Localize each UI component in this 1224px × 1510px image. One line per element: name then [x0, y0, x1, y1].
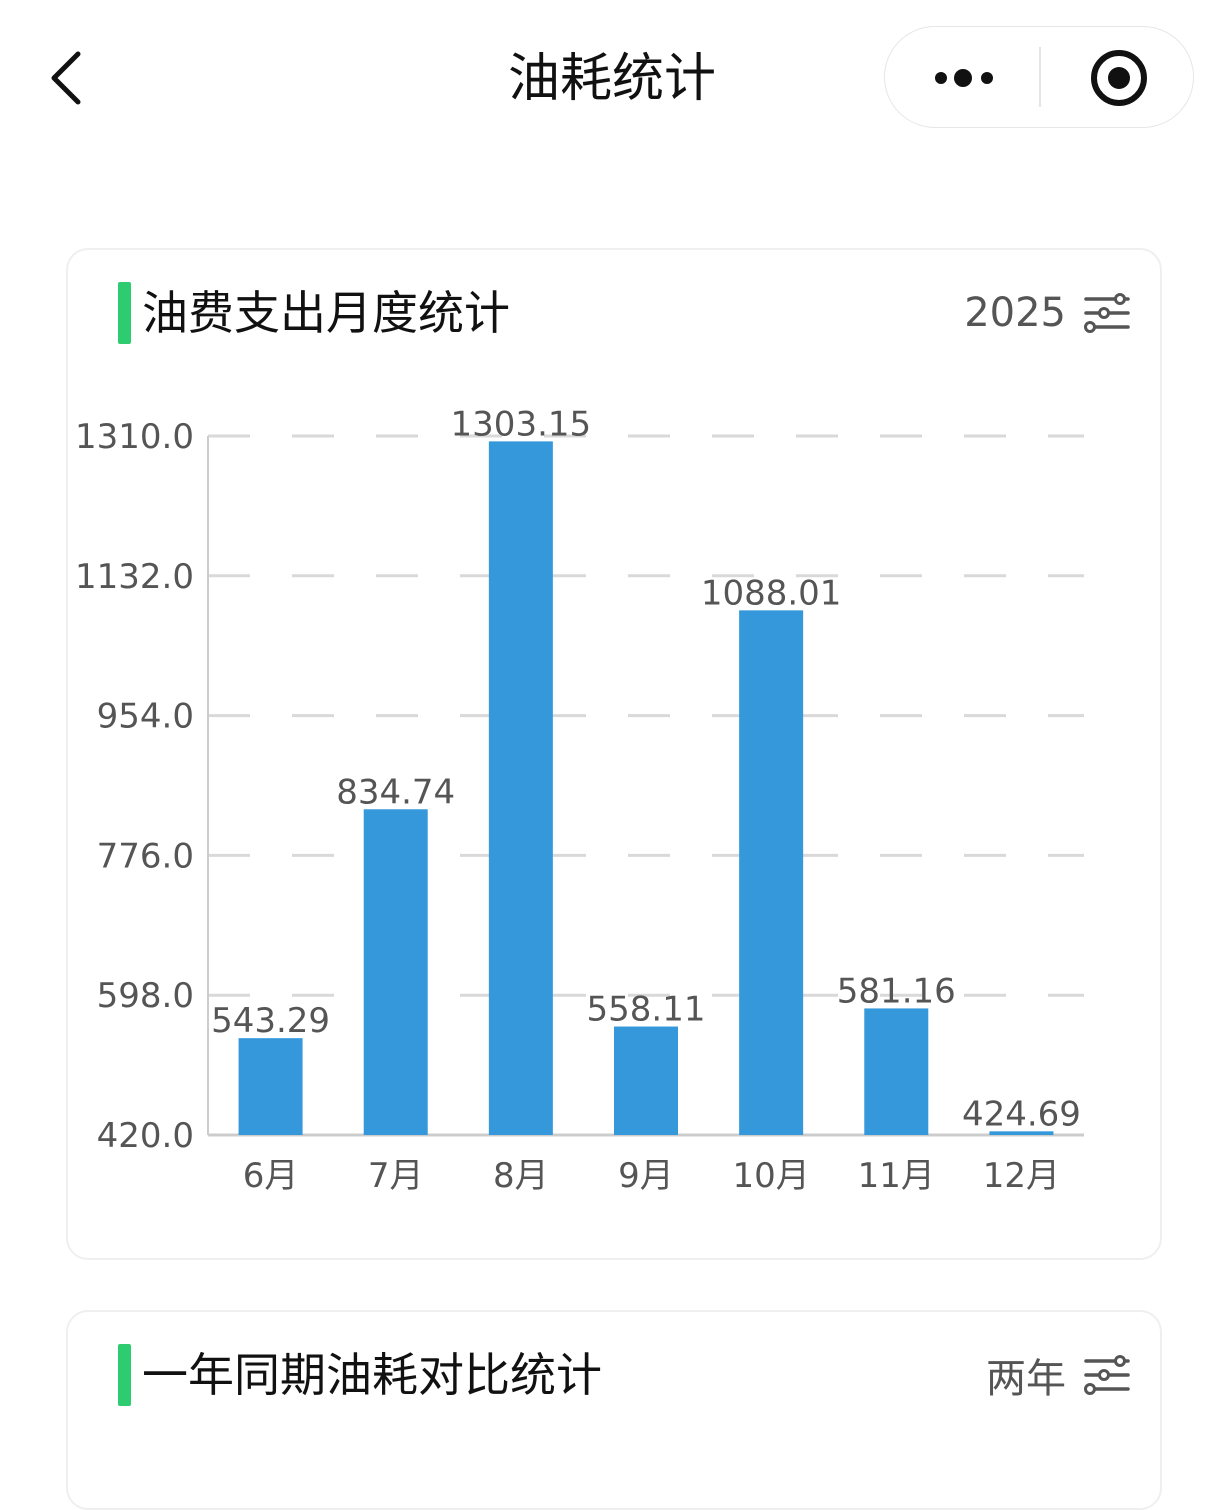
period-filter-label: 两年 — [986, 1356, 1066, 1402]
y-tick-label: 776.0 — [97, 836, 194, 876]
card-title-accent — [118, 282, 131, 344]
bar-value-label: 1303.15 — [451, 404, 592, 444]
bar[interactable] — [238, 1038, 303, 1135]
bar-value-label: 581.16 — [837, 971, 956, 1011]
capsule-divider — [1039, 47, 1041, 107]
bar-value-label: 558.11 — [587, 990, 706, 1030]
bar[interactable] — [989, 1131, 1054, 1135]
bar-value-label: 543.29 — [211, 1001, 330, 1041]
x-tick-label: 12月 — [983, 1156, 1060, 1196]
x-tick-label: 9月 — [618, 1156, 674, 1196]
more-button[interactable] — [905, 27, 1035, 127]
bar-value-label: 834.74 — [336, 772, 455, 812]
period-filter[interactable]: 两年 — [986, 1342, 1130, 1408]
yearly-comparison-card: 一年同期油耗对比统计 两年 — [66, 1310, 1162, 1510]
menu-capsule — [884, 26, 1194, 128]
bar[interactable] — [739, 610, 804, 1135]
bar[interactable] — [363, 809, 428, 1135]
card-title-accent — [118, 1344, 131, 1406]
monthly-expense-bar-chart: 420.0 598.0 776.0 954.0 1132.0 1310.0 543.29 6月… — [75, 404, 1084, 1196]
sliders-icon — [1084, 1355, 1130, 1395]
sliders-icon — [1084, 293, 1130, 333]
chevron-left-icon — [51, 51, 81, 105]
y-tick-label: 598.0 — [97, 976, 194, 1016]
x-tick-label: 7月 — [368, 1156, 424, 1196]
x-tick-label: 8月 — [493, 1156, 549, 1196]
bar-value-label: 1088.01 — [701, 573, 842, 613]
y-tick-label: 954.0 — [97, 697, 194, 737]
back-button[interactable] — [36, 40, 106, 116]
close-miniprogram-button[interactable] — [1055, 27, 1185, 127]
bar[interactable] — [864, 1008, 929, 1135]
monthly-expense-card: 油费支出月度统计 2025 420.0 598.0 776.0 954.0 1132.0… — [66, 248, 1162, 1260]
more-dots-icon — [935, 69, 993, 87]
year-filter[interactable]: 2025 — [964, 280, 1130, 346]
page-title: 油耗统计 — [507, 49, 716, 109]
card-title: 油费支出月度统计 — [142, 286, 510, 340]
x-tick-label: 10月 — [733, 1156, 810, 1196]
target-circle-icon — [1091, 50, 1147, 106]
y-tick-label: 420.0 — [97, 1116, 194, 1156]
bar[interactable] — [488, 441, 553, 1135]
x-tick-label: 6月 — [243, 1156, 299, 1196]
y-tick-label: 1310.0 — [75, 417, 194, 457]
year-filter-label: 2025 — [964, 290, 1066, 336]
y-tick-label: 1132.0 — [75, 557, 194, 597]
bar[interactable] — [614, 1026, 678, 1135]
navigation-bar: 油耗统计 — [0, 0, 1224, 160]
bar-value-label: 424.69 — [962, 1094, 1081, 1134]
x-tick-label: 11月 — [858, 1156, 935, 1196]
card-title: 一年同期油耗对比统计 — [142, 1348, 602, 1402]
